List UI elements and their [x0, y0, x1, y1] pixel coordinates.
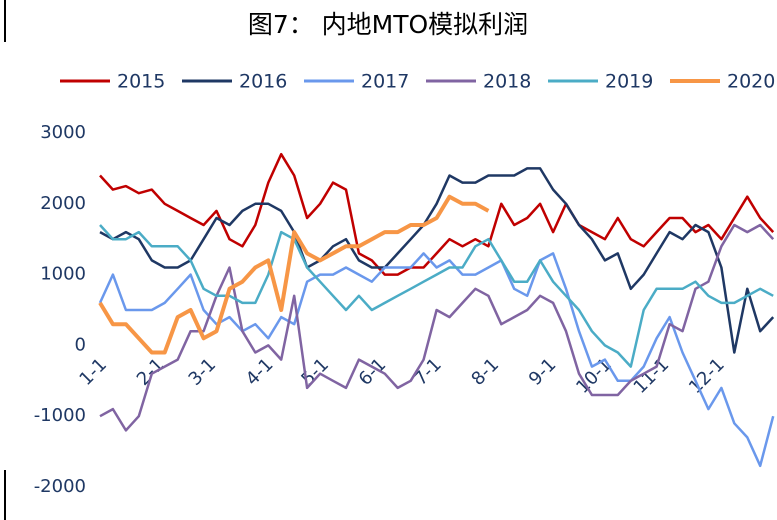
legend-label: 2020: [727, 71, 775, 93]
x-tick-label: 1-1: [75, 354, 111, 390]
legend-label: 2016: [239, 71, 287, 93]
series-line: [99, 223, 775, 432]
y-tick-label: 0: [75, 334, 86, 355]
legend-label: 2019: [605, 71, 653, 93]
series-line: [98, 194, 490, 355]
y-tick-label: 1000: [40, 264, 86, 285]
x-tick-label: 3-1: [185, 354, 221, 390]
legend-label: 2017: [361, 71, 409, 93]
legend-label: 2015: [117, 71, 165, 93]
series-line: [99, 224, 774, 368]
series-line: [98, 252, 775, 468]
series-line: [99, 152, 775, 276]
y-tick-label: 3000: [40, 122, 86, 143]
chart-title: 图7： 内地MTO模拟利润: [248, 10, 528, 39]
y-tick-label: -2000: [34, 476, 86, 497]
y-tick-label: -1000: [34, 405, 86, 426]
x-tick-label: 9-1: [525, 354, 561, 390]
x-tick-label: 4-1: [242, 354, 278, 390]
x-tick-label: 10-1: [572, 354, 616, 398]
x-tick-label: 2-1: [133, 354, 169, 390]
series-line: [99, 167, 775, 354]
y-tick-label: 2000: [40, 193, 86, 214]
x-tick-label: 8-1: [467, 354, 503, 390]
legend-label: 2018: [483, 71, 531, 93]
